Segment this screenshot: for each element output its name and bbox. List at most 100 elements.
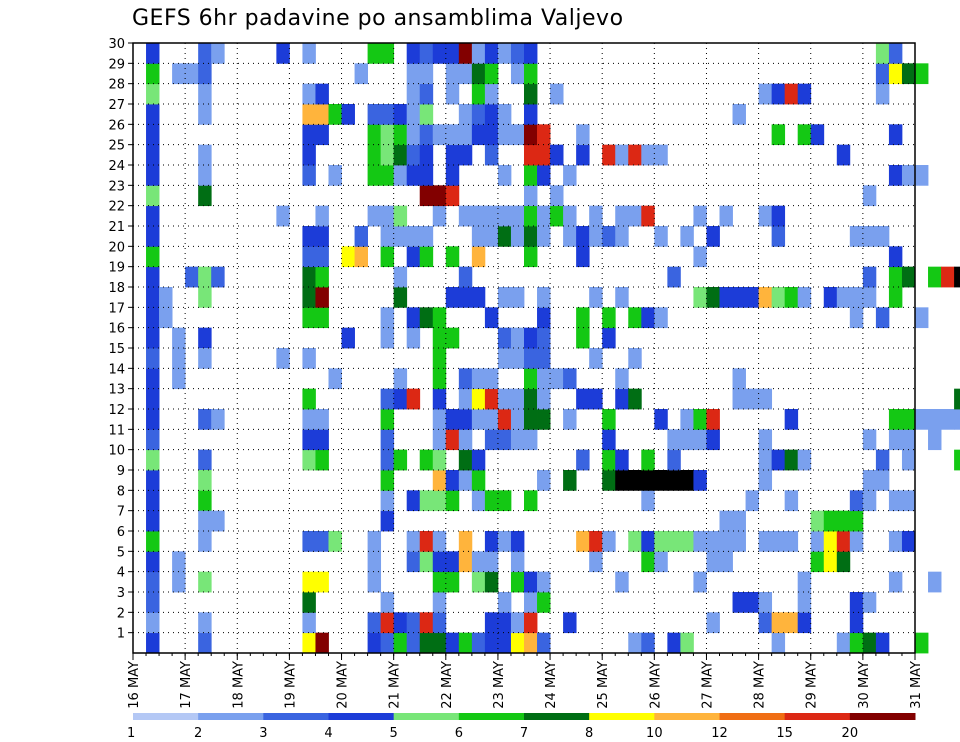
heatmap-cell xyxy=(797,287,812,308)
heatmap-cell xyxy=(302,388,316,410)
heatmap-cell xyxy=(393,104,408,125)
heatmap-cell xyxy=(758,470,773,491)
heatmap-cell xyxy=(393,165,408,186)
y-tick-label: 26 xyxy=(108,118,125,133)
heatmap-cell xyxy=(172,571,186,593)
heatmap-cell xyxy=(146,43,160,64)
heatmap-cell xyxy=(497,490,512,512)
heatmap-cell xyxy=(510,531,525,552)
heatmap-cell xyxy=(862,490,877,512)
heatmap-cell xyxy=(315,205,329,227)
heatmap-cell xyxy=(915,307,929,329)
y-tick-label: 13 xyxy=(108,383,125,398)
heatmap-cell xyxy=(680,632,694,654)
x-tick-label: 25 MAY xyxy=(596,661,611,709)
heatmap-cell xyxy=(510,205,525,227)
heatmap-cell xyxy=(419,307,434,329)
heatmap-cell xyxy=(862,287,877,308)
heatmap-cell xyxy=(146,429,160,451)
heatmap-cell xyxy=(406,327,421,349)
legend-label: 5 xyxy=(390,726,398,741)
heatmap-cell xyxy=(302,43,316,64)
y-tick-label: 7 xyxy=(117,505,125,520)
heatmap-cell xyxy=(563,226,577,247)
heatmap-cell xyxy=(146,368,160,390)
heatmap-cell xyxy=(484,144,499,166)
heatmap-cell xyxy=(146,327,160,349)
heatmap-cell xyxy=(419,490,434,512)
y-tick-label: 24 xyxy=(108,159,125,174)
heatmap-cell xyxy=(484,388,499,410)
heatmap-cell xyxy=(432,551,447,573)
heatmap-cell xyxy=(198,490,212,512)
heatmap-cell xyxy=(380,592,395,613)
heatmap-cell xyxy=(654,531,668,552)
heatmap-cell xyxy=(458,124,473,146)
heatmap-cell xyxy=(537,327,551,349)
heatmap-cell xyxy=(888,571,903,593)
heatmap-cell xyxy=(771,632,786,654)
heatmap-cell xyxy=(706,429,720,451)
heatmap-cell xyxy=(419,83,434,105)
heatmap-cell xyxy=(615,226,629,247)
heatmap-cell xyxy=(380,246,395,268)
heatmap-cell xyxy=(432,612,447,634)
heatmap-cell xyxy=(836,632,851,654)
heatmap-cell xyxy=(185,63,199,85)
heatmap-cell xyxy=(302,226,316,247)
heatmap-cell xyxy=(380,612,395,634)
heatmap-cell xyxy=(497,327,512,349)
heatmap-cell xyxy=(146,571,160,593)
heatmap-cell xyxy=(445,63,460,85)
heatmap-cell xyxy=(589,388,603,410)
legend-label: 3 xyxy=(259,726,267,741)
heatmap-cell xyxy=(458,266,473,288)
heatmap-cell xyxy=(302,531,316,552)
chart-title: GEFS 6hr padavine po ansamblima Valjevo xyxy=(132,6,624,31)
heatmap-cell xyxy=(836,144,851,166)
legend-swatch xyxy=(589,713,655,720)
heatmap-cell xyxy=(693,409,707,430)
heatmap-cell xyxy=(875,226,890,247)
heatmap-cell xyxy=(602,470,616,491)
heatmap-cell xyxy=(484,612,499,634)
heatmap-cell xyxy=(510,429,525,451)
heatmap-cell xyxy=(641,470,655,491)
heatmap-cell xyxy=(537,348,551,369)
heatmap-cell xyxy=(458,104,473,125)
heatmap-cell xyxy=(146,185,160,207)
heatmap-cell xyxy=(862,592,877,613)
heatmap-cell xyxy=(146,124,160,146)
x-tick-label: 16 MAY xyxy=(127,661,142,709)
heatmap-cell xyxy=(146,226,160,247)
heatmap-cell xyxy=(367,551,382,573)
heatmap-cell xyxy=(732,592,746,613)
heatmap-cell xyxy=(198,612,212,634)
heatmap-cell xyxy=(432,327,447,349)
heatmap-cell xyxy=(719,287,733,308)
heatmap-cell xyxy=(693,246,707,268)
heatmap-cell xyxy=(471,63,486,85)
heatmap-cell xyxy=(432,531,447,552)
heatmap-cell xyxy=(354,246,368,268)
heatmap-cell xyxy=(198,449,212,471)
y-tick-label: 12 xyxy=(108,403,125,418)
heatmap-cell xyxy=(654,144,668,166)
y-axis: 1234567891011121314151617181920212223242… xyxy=(108,37,133,642)
heatmap-cell xyxy=(406,43,421,64)
heatmap-cell xyxy=(198,165,212,186)
heatmap-cell xyxy=(888,531,903,552)
heatmap-cell xyxy=(497,632,512,654)
heatmap-cell xyxy=(315,104,329,125)
heatmap-cell xyxy=(537,226,551,247)
heatmap-cell xyxy=(367,632,382,654)
heatmap-cell xyxy=(602,327,616,349)
heatmap-cell xyxy=(471,246,486,268)
heatmap-cell xyxy=(915,409,929,430)
heatmap-cell xyxy=(537,144,551,166)
heatmap-cell xyxy=(146,388,160,410)
heatmap-cell xyxy=(719,510,733,532)
heatmap-cell xyxy=(875,83,890,105)
heatmap-cell xyxy=(745,388,759,410)
heatmap-cell xyxy=(875,63,890,85)
